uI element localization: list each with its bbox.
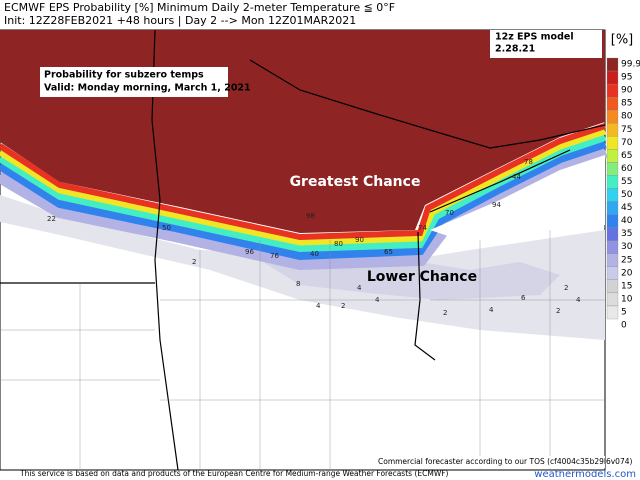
map-label: 96 (245, 248, 254, 256)
credit: Commercial forecaster according to our T… (378, 457, 632, 466)
map-label: 90 (355, 236, 364, 244)
map-label: 44 (512, 173, 521, 181)
prob-band (0, 142, 608, 271)
colorbar-cell (606, 201, 619, 215)
greatest-label: Greatest Chance (290, 174, 421, 190)
lake (430, 155, 605, 240)
low-prob-area (260, 260, 560, 300)
colorbar-cell (606, 240, 619, 254)
model-text: 12z EPS model (495, 32, 574, 43)
prob-band (0, 133, 607, 253)
map-label: 2 (341, 302, 345, 310)
model-box (490, 30, 602, 58)
colorbar-label: 40 (621, 216, 633, 226)
colorbar-label: 75 (621, 125, 632, 135)
colorbar-cell (606, 266, 619, 280)
colorbar-label: 25 (621, 255, 632, 265)
colorbar: 99.9959085807570656055504540353025201510… (606, 57, 640, 331)
colorbar-label: 55 (621, 177, 632, 187)
map-label: 4 (316, 302, 321, 310)
colorbar-label: 99.9 (621, 60, 640, 70)
colorbar-label: 80 (621, 112, 633, 122)
colorbar-label: 35 (621, 229, 632, 239)
colorbar-label: 70 (621, 138, 633, 148)
note-box (40, 67, 228, 97)
colorbar-cell (606, 136, 619, 150)
map: 98 96 76 40 80 90 65 74 22 50 8 4 4 2 4 … (0, 29, 632, 471)
colorbar-label: 0 (621, 321, 627, 331)
colorbar-cell (606, 57, 619, 72)
colorbar-cell (606, 162, 619, 176)
colorbar-cell (606, 70, 619, 85)
model-text: 2.28.21 (495, 44, 535, 55)
county-lines (0, 230, 605, 470)
map-label: 70 (445, 209, 454, 217)
map-label: 2 (443, 309, 447, 317)
colorbar-label: 90 (621, 86, 633, 96)
map-label: 4 (375, 296, 380, 304)
colorbar-cell (606, 97, 619, 111)
colorbar-label: 95 (621, 73, 632, 83)
map-label: 2 (192, 258, 196, 266)
colorbar-cell (606, 305, 619, 320)
map-label: 98 (306, 212, 315, 220)
colorbar-cell (606, 292, 619, 307)
colorbar-label: 15 (621, 281, 632, 291)
source: This service is based on data and produc… (19, 469, 449, 478)
prob-band (0, 138, 607, 261)
colorbar-cell (606, 175, 619, 189)
map-label: 50 (162, 224, 171, 232)
map-label: 40 (310, 250, 319, 258)
note-text: Valid: Monday morning, March 1, 2021 (44, 83, 251, 94)
map-label: 4 (489, 306, 494, 314)
colorbar-label: 50 (621, 190, 633, 200)
map-label: 74 (418, 224, 427, 232)
map-label: 6 (521, 294, 526, 302)
map-label: 80 (334, 240, 343, 248)
colorbar-cell (606, 253, 619, 267)
map-label: 22 (47, 215, 56, 223)
map-label: 4 (357, 284, 362, 292)
colorbar-label: 60 (621, 164, 633, 174)
colorbar-cell (606, 83, 619, 98)
prob-band (0, 127, 607, 246)
colorbar-label: 30 (621, 242, 633, 252)
map-label: 2 (556, 307, 560, 315)
colorbar-label: 45 (621, 203, 632, 213)
colorbar-cell (606, 149, 619, 163)
note-text: Probability for subzero temps (44, 70, 204, 81)
map-label: 76 (270, 252, 279, 260)
map-label: 2 (564, 284, 568, 292)
colorbar-cell (606, 123, 619, 137)
colorbar-cell (606, 279, 619, 294)
map-label: 94 (492, 201, 501, 209)
lower-label: Lower Chance (367, 269, 477, 285)
colorbar-cell (606, 227, 619, 241)
colorbar-label: 65 (621, 151, 632, 161)
subtitle: Init: 12Z28FEB2021 +48 hours | Day 2 -->… (4, 14, 356, 27)
colorbar-label: 10 (621, 294, 633, 304)
colorbar-cell (606, 110, 619, 124)
legend-unit: [%] (611, 33, 634, 48)
borders (0, 29, 606, 471)
map-label: 8 (296, 280, 300, 288)
site: weathermodels.com (534, 469, 636, 480)
prob-band (0, 123, 606, 241)
map-label: 4 (576, 296, 581, 304)
map-value-labels: 98 96 76 40 80 90 65 74 22 50 8 4 4 2 4 … (47, 158, 581, 317)
title: ECMWF EPS Probability [%] Minimum Daily … (4, 1, 395, 14)
credit-box (376, 456, 605, 468)
map-label: 65 (384, 248, 393, 256)
colorbar-cell (606, 214, 619, 228)
colorbar-label: 85 (621, 99, 632, 109)
map-label: 78 (524, 158, 533, 166)
colorbar-label: 5 (621, 307, 627, 317)
colorbar-label: 20 (621, 268, 633, 278)
colorbar-cell (606, 188, 619, 202)
